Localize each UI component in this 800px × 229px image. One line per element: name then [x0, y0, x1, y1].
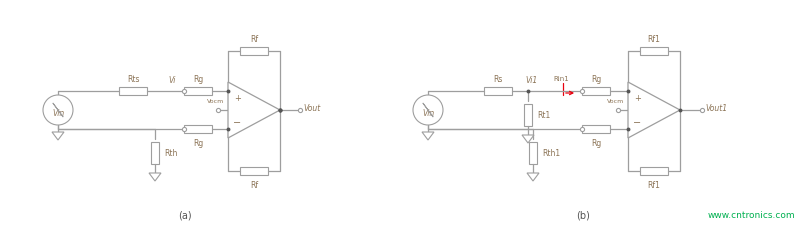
Text: Vout1: Vout1	[705, 104, 727, 113]
Text: Rf1: Rf1	[647, 180, 661, 189]
FancyBboxPatch shape	[640, 48, 668, 56]
FancyBboxPatch shape	[119, 88, 147, 95]
FancyBboxPatch shape	[582, 125, 610, 134]
Text: +: +	[234, 94, 241, 103]
Polygon shape	[228, 83, 280, 138]
Text: Rg: Rg	[193, 75, 203, 84]
Text: Vout: Vout	[303, 104, 320, 113]
Polygon shape	[628, 83, 680, 138]
FancyBboxPatch shape	[184, 88, 212, 95]
Text: Rf1: Rf1	[647, 35, 661, 44]
Text: −: −	[234, 118, 242, 128]
Text: Rth1: Rth1	[542, 149, 560, 158]
Text: Vi1: Vi1	[526, 76, 538, 85]
Polygon shape	[52, 132, 64, 140]
Polygon shape	[522, 135, 534, 143]
Polygon shape	[149, 173, 161, 181]
Text: Vi: Vi	[168, 76, 176, 85]
FancyBboxPatch shape	[151, 142, 159, 164]
Text: Vin: Vin	[423, 109, 435, 118]
FancyBboxPatch shape	[240, 48, 268, 56]
Text: www.cntronics.com: www.cntronics.com	[707, 211, 795, 220]
FancyBboxPatch shape	[240, 167, 268, 175]
Text: Rg: Rg	[591, 75, 601, 84]
Text: Rin1: Rin1	[553, 76, 569, 82]
Polygon shape	[422, 132, 434, 140]
Text: Vin: Vin	[53, 109, 65, 118]
FancyBboxPatch shape	[640, 167, 668, 175]
Text: (b): (b)	[576, 210, 590, 220]
Text: Rth: Rth	[164, 149, 178, 158]
Circle shape	[413, 95, 443, 125]
FancyBboxPatch shape	[484, 88, 512, 95]
Text: +: +	[634, 94, 641, 103]
Text: Vocm: Vocm	[207, 98, 225, 104]
FancyBboxPatch shape	[524, 105, 532, 126]
Text: Rs: Rs	[494, 75, 502, 84]
Text: Rt1: Rt1	[537, 111, 550, 120]
FancyBboxPatch shape	[582, 88, 610, 95]
Text: Rf: Rf	[250, 180, 258, 189]
Text: Rf: Rf	[250, 35, 258, 44]
Text: Rts: Rts	[126, 75, 139, 84]
Text: (a): (a)	[178, 210, 192, 220]
FancyBboxPatch shape	[184, 125, 212, 134]
Polygon shape	[527, 173, 539, 181]
FancyBboxPatch shape	[529, 142, 537, 164]
Circle shape	[43, 95, 73, 125]
Text: Rg: Rg	[591, 138, 601, 147]
Text: Rg: Rg	[193, 138, 203, 147]
Text: Vocm: Vocm	[607, 98, 625, 104]
Text: −: −	[634, 118, 642, 128]
